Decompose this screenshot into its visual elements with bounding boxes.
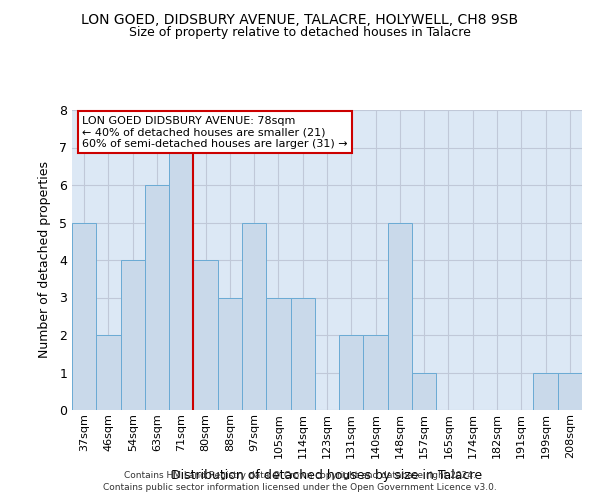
Text: Contains HM Land Registry data © Crown copyright and database right 2024.: Contains HM Land Registry data © Crown c… — [124, 471, 476, 480]
Bar — [169, 148, 193, 410]
X-axis label: Distribution of detached houses by size in Talacre: Distribution of detached houses by size … — [172, 469, 482, 482]
Text: LON GOED DIDSBURY AVENUE: 78sqm
← 40% of detached houses are smaller (21)
60% of: LON GOED DIDSBURY AVENUE: 78sqm ← 40% of… — [82, 116, 348, 149]
Bar — [121, 260, 145, 410]
Bar — [145, 185, 169, 410]
Bar — [533, 372, 558, 410]
Bar — [218, 298, 242, 410]
Bar — [290, 298, 315, 410]
Bar — [193, 260, 218, 410]
Bar — [388, 222, 412, 410]
Bar — [96, 335, 121, 410]
Bar — [242, 222, 266, 410]
Bar — [266, 298, 290, 410]
Bar — [558, 372, 582, 410]
Text: Size of property relative to detached houses in Talacre: Size of property relative to detached ho… — [129, 26, 471, 39]
Y-axis label: Number of detached properties: Number of detached properties — [38, 162, 51, 358]
Bar — [364, 335, 388, 410]
Bar — [72, 222, 96, 410]
Text: Contains public sector information licensed under the Open Government Licence v3: Contains public sector information licen… — [103, 484, 497, 492]
Bar — [412, 372, 436, 410]
Text: LON GOED, DIDSBURY AVENUE, TALACRE, HOLYWELL, CH8 9SB: LON GOED, DIDSBURY AVENUE, TALACRE, HOLY… — [82, 12, 518, 26]
Bar — [339, 335, 364, 410]
